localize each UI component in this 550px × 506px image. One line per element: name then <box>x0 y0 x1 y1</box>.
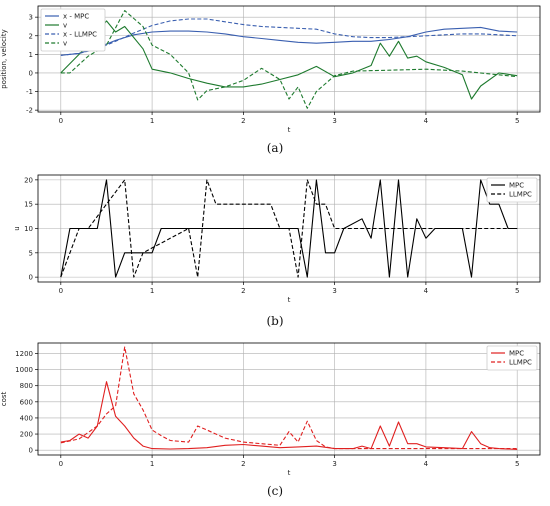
legend-label: x - LLMPC <box>63 31 97 39</box>
x-tick-label: 5 <box>515 117 519 125</box>
chart-panel-1: 0 1 2 3 4 5 -2 -1 0 1 2 3 t position, velocity x - MPC… <box>0 5 541 155</box>
y-tick-label: -1 <box>26 88 33 96</box>
x-tick-label: 2 <box>241 460 245 468</box>
y-tick-label: 800 <box>20 382 33 390</box>
y-tick-label: 400 <box>20 414 33 422</box>
chart-panel-3: 0 1 2 3 4 5 0 200 400 600 800 1000 1200 t cost MPCLLMPC… <box>0 342 541 498</box>
series-line-4 <box>60 10 518 109</box>
x-tick-label: 4 <box>424 460 429 468</box>
x-tick-label: 3 <box>332 117 336 125</box>
x-tick-label: 5 <box>515 287 519 295</box>
x-tick-label: 0 <box>59 460 63 468</box>
y-tick-label: 15 <box>24 201 33 209</box>
x-tick-label: 1 <box>150 117 154 125</box>
x-tick-label: 3 <box>332 460 336 468</box>
x-tick-label: 0 <box>59 287 63 295</box>
legend-label: v <box>63 40 67 48</box>
panel-caption: (b) <box>266 314 283 328</box>
y-tick-label: 1000 <box>15 366 33 374</box>
y-tick-label: 600 <box>20 398 33 406</box>
panel-caption: (c) <box>267 484 283 498</box>
series-line-2 <box>60 20 518 100</box>
series-line-1 <box>60 179 518 278</box>
x-axis-label: t <box>288 469 291 477</box>
legend-box <box>40 8 106 52</box>
series-line-1 <box>60 26 518 56</box>
y-tick-label: 10 <box>24 225 33 233</box>
x-axis-label: t <box>288 126 291 134</box>
legend-label: MPC <box>509 350 524 358</box>
x-tick-label: 0 <box>59 117 63 125</box>
panel-caption: (a) <box>267 141 284 155</box>
x-tick-label: 2 <box>241 287 245 295</box>
y-axis-label: u <box>13 226 21 230</box>
y-tick-label: 0 <box>29 69 33 77</box>
y-axis-label: position, velocity <box>0 29 8 89</box>
x-tick-label: 3 <box>332 287 336 295</box>
plot-frame <box>37 342 541 456</box>
y-tick-label: 200 <box>20 431 33 439</box>
x-tick-label: 1 <box>150 287 154 295</box>
legend-label: v <box>63 22 67 30</box>
x-tick-label: 4 <box>424 117 429 125</box>
x-tick-label: 2 <box>241 117 245 125</box>
x-tick-label: 1 <box>150 460 154 468</box>
y-tick-label: 0 <box>29 447 33 455</box>
y-axis-label: cost <box>0 391 8 406</box>
y-tick-label: -2 <box>26 107 33 115</box>
legend-label: LLMPC <box>509 191 532 199</box>
y-tick-label: 1 <box>29 51 33 59</box>
y-tick-label: 20 <box>24 176 33 184</box>
y-tick-label: 5 <box>29 249 33 257</box>
series-line-2 <box>60 346 518 450</box>
legend-label: MPC <box>509 182 524 190</box>
legend-box <box>486 177 538 203</box>
plot-frame <box>37 5 541 113</box>
legend-box <box>486 345 538 371</box>
series-line-2 <box>60 179 518 278</box>
series-line-1 <box>60 381 518 450</box>
y-tick-label: 3 <box>29 14 33 22</box>
series-line-3 <box>60 18 518 56</box>
legend-label: x - MPC <box>63 13 89 21</box>
y-tick-label: 0 <box>29 274 33 282</box>
x-tick-label: 4 <box>424 287 429 295</box>
x-tick-label: 5 <box>515 460 519 468</box>
legend-label: LLMPC <box>509 359 532 367</box>
y-tick-label: 1200 <box>15 350 33 358</box>
y-tick-label: 2 <box>29 32 33 40</box>
x-axis-label: t <box>288 296 291 304</box>
